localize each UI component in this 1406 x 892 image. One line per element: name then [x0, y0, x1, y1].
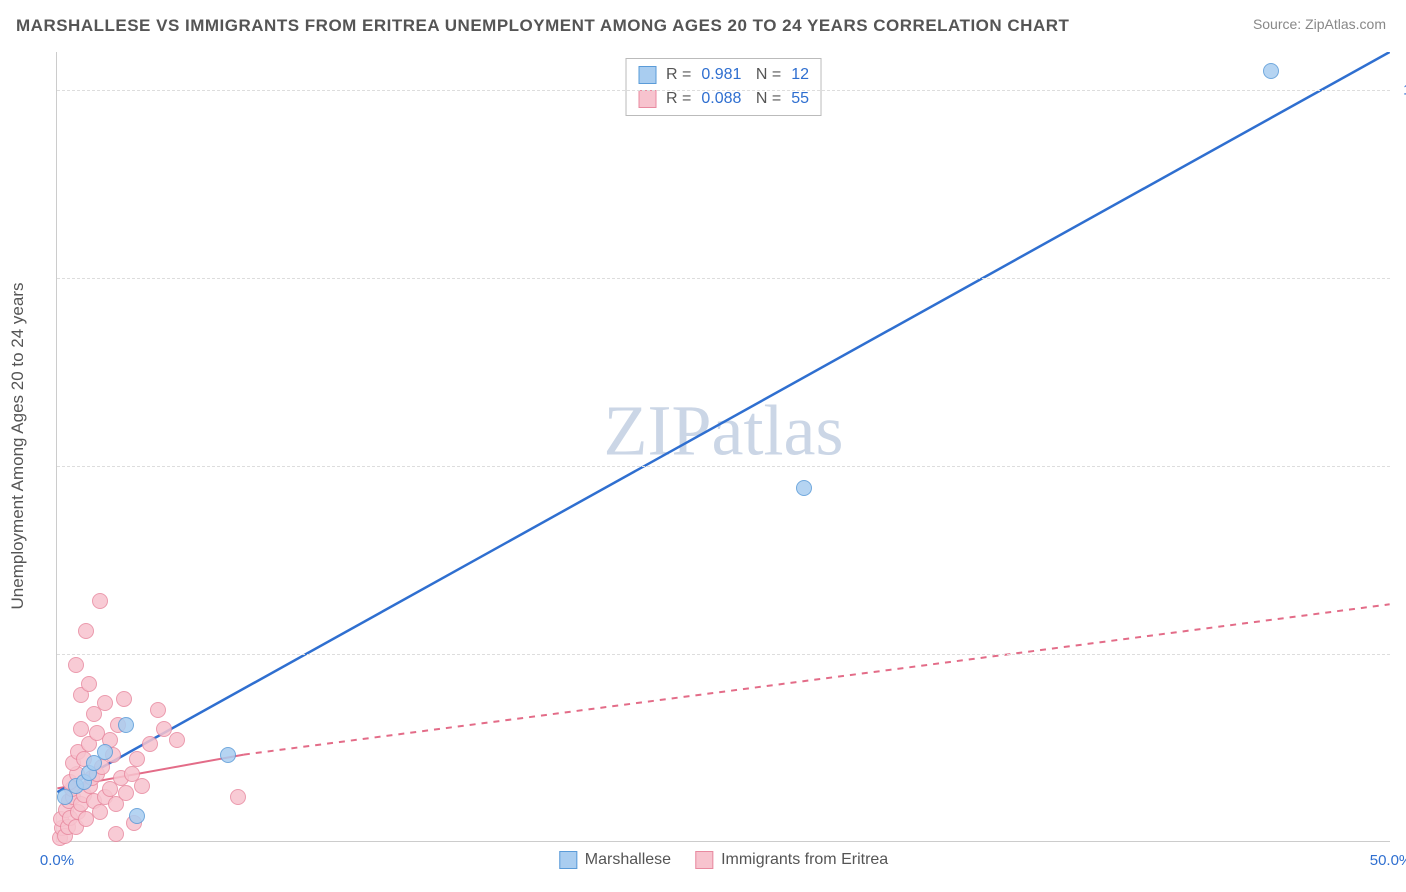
swatch-eritrea: [695, 851, 713, 869]
gridline: [57, 654, 1390, 655]
ytick-label: 75.0%: [1394, 269, 1406, 286]
point-eritrea: [118, 785, 134, 801]
watermark: ZIPatlas: [604, 389, 844, 472]
point-eritrea: [156, 721, 172, 737]
stats-legend-box: R = 0.981 N = 12 R = 0.088 N = 55: [625, 58, 822, 116]
ytick-label: 50.0%: [1394, 457, 1406, 474]
regression-lines: [57, 52, 1390, 841]
point-eritrea: [129, 751, 145, 767]
point-eritrea: [116, 691, 132, 707]
legend-item-eritrea: Immigrants from Eritrea: [695, 851, 888, 869]
point-eritrea: [97, 695, 113, 711]
xtick-label: 0.0%: [40, 852, 74, 869]
legend-label-marshallese: Marshallese: [585, 851, 671, 869]
legend-label-eritrea: Immigrants from Eritrea: [721, 851, 888, 869]
point-eritrea: [68, 657, 84, 673]
point-marshallese: [118, 717, 134, 733]
source-label: Source: ZipAtlas.com: [1253, 16, 1386, 32]
point-marshallese: [220, 747, 236, 763]
point-eritrea: [78, 623, 94, 639]
point-eritrea: [73, 721, 89, 737]
gridline: [57, 278, 1390, 279]
point-eritrea: [150, 702, 166, 718]
stats-row-marshallese: R = 0.981 N = 12: [638, 63, 809, 87]
r-label: R =: [666, 63, 691, 87]
swatch-marshallese: [638, 66, 656, 84]
swatch-marshallese: [559, 851, 577, 869]
gridline: [57, 90, 1390, 91]
n-label: N =: [751, 63, 781, 87]
point-marshallese: [97, 744, 113, 760]
plot-area: ZIPatlas R = 0.981 N = 12 R = 0.088 N = …: [56, 52, 1390, 842]
point-marshallese: [1263, 63, 1279, 79]
xtick-label: 50.0%: [1370, 852, 1406, 869]
point-eritrea: [230, 789, 246, 805]
point-eritrea: [142, 736, 158, 752]
legend-item-marshallese: Marshallese: [559, 851, 671, 869]
point-eritrea: [81, 676, 97, 692]
point-marshallese: [796, 480, 812, 496]
point-eritrea: [92, 593, 108, 609]
chart-title: MARSHALLESE VS IMMIGRANTS FROM ERITREA U…: [16, 16, 1069, 36]
point-eritrea: [108, 826, 124, 842]
point-eritrea: [134, 778, 150, 794]
point-eritrea: [169, 732, 185, 748]
y-axis-label: Unemployment Among Ages 20 to 24 years: [8, 283, 28, 610]
swatch-eritrea: [638, 90, 656, 108]
chart-container: { "title": "MARSHALLESE VS IMMIGRANTS FR…: [0, 0, 1406, 892]
gridline: [57, 466, 1390, 467]
ytick-label: 100.0%: [1394, 81, 1406, 98]
ytick-label: 25.0%: [1394, 645, 1406, 662]
r-value-marshallese: 0.981: [701, 63, 741, 87]
point-marshallese: [129, 808, 145, 824]
n-value-marshallese: 12: [791, 63, 809, 87]
legend-bottom: Marshallese Immigrants from Eritrea: [559, 851, 888, 869]
point-eritrea: [92, 804, 108, 820]
